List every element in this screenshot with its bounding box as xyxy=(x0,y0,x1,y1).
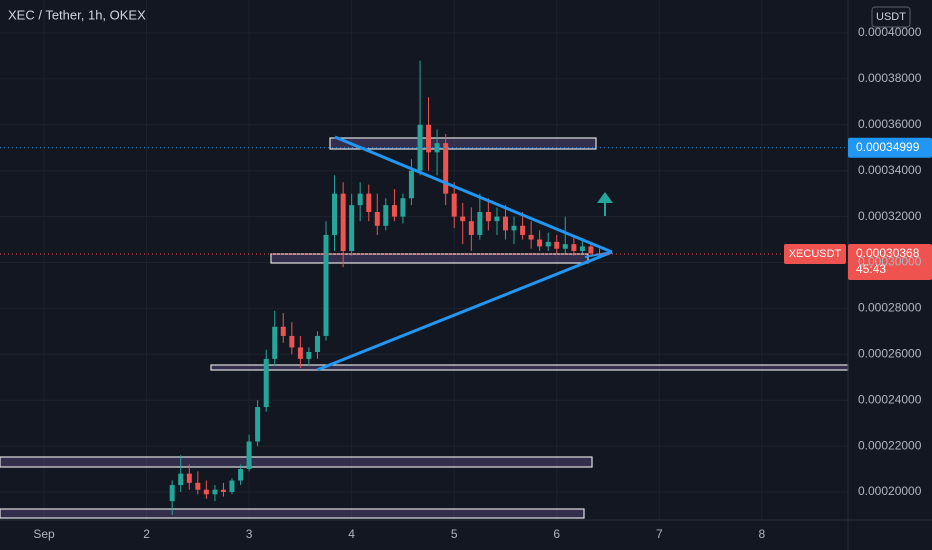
y-tick-label: 0.00030000 xyxy=(858,255,922,269)
candle-body xyxy=(297,347,303,359)
candle-body xyxy=(366,193,372,213)
candle-body xyxy=(255,407,261,442)
candle-body xyxy=(460,216,466,222)
y-tick-label: 0.00040000 xyxy=(858,25,922,39)
x-tick-label: Sep xyxy=(33,527,55,541)
candle-body xyxy=(588,246,594,254)
chart-title: XEC / Tether, 1h, OKEX xyxy=(8,7,146,22)
y-tick-label: 0.00022000 xyxy=(858,438,922,452)
candle-body xyxy=(520,225,526,235)
candle-body xyxy=(280,326,286,336)
candle-body xyxy=(443,143,449,194)
candle-body xyxy=(511,225,517,231)
candle-body xyxy=(306,352,312,359)
candle-body xyxy=(195,482,201,490)
candle-body xyxy=(238,469,244,481)
candle-body xyxy=(229,480,235,493)
y-tick-label: 0.00026000 xyxy=(858,346,922,360)
price-label: 0.00034999 xyxy=(856,140,920,154)
candle-body xyxy=(408,170,414,199)
trend-line xyxy=(584,251,613,258)
candle-body xyxy=(332,193,338,235)
candle-body xyxy=(220,489,226,493)
y-tick-label: 0.00038000 xyxy=(858,71,922,85)
candle-body xyxy=(186,473,192,483)
y-tick-label: 0.00032000 xyxy=(858,209,922,223)
zone xyxy=(329,137,597,150)
candle-body xyxy=(349,205,355,252)
grid xyxy=(0,0,848,520)
candle-body xyxy=(383,205,389,226)
candle-body xyxy=(468,221,474,235)
candle-body xyxy=(315,335,321,353)
candle-body xyxy=(323,234,329,336)
up-arrow xyxy=(597,192,613,216)
candle-body xyxy=(374,212,380,226)
candle-body xyxy=(477,212,483,235)
candle-body xyxy=(340,193,346,252)
symbol-label-bg xyxy=(784,244,846,265)
candle-body xyxy=(451,193,457,217)
trend-line xyxy=(316,250,613,372)
symbol-label: XECUSDT xyxy=(789,248,842,260)
zone xyxy=(270,253,589,264)
candle-body xyxy=(494,216,500,222)
x-tick-label: 4 xyxy=(348,527,355,541)
candle-body xyxy=(246,441,252,470)
candle-body xyxy=(579,246,585,252)
last-price-bg xyxy=(848,244,932,281)
candle-body xyxy=(537,239,543,247)
y-tick-label: 0.00036000 xyxy=(858,117,922,131)
candle-body xyxy=(426,124,432,153)
candle-body xyxy=(263,358,269,408)
y-tick-label: 0.00034000 xyxy=(858,163,922,177)
candle-body xyxy=(212,489,218,495)
candle-body xyxy=(485,212,491,222)
candle-body xyxy=(178,473,184,486)
price-label-bg xyxy=(848,137,932,158)
x-tick-label: 8 xyxy=(759,527,766,541)
candle-body xyxy=(169,485,175,502)
x-tick-label: 5 xyxy=(451,527,458,541)
candles xyxy=(169,60,603,515)
x-tick-label: 3 xyxy=(246,527,253,541)
candle-body xyxy=(391,205,397,217)
y-tick-label: 0.00020000 xyxy=(858,484,922,498)
candle-body xyxy=(571,244,577,252)
candle-body xyxy=(272,326,278,359)
candle-body xyxy=(400,198,406,217)
zone xyxy=(210,364,849,371)
last-price-label: 0.00030368 xyxy=(856,246,920,260)
candle-body xyxy=(554,241,560,249)
y-tick-label: 0.00028000 xyxy=(858,301,922,315)
y-tick-label: 0.00024000 xyxy=(858,392,922,406)
trend-line xyxy=(334,135,613,254)
overlay: 0.00034999 XECUSDT 0.00030368 45:43 xyxy=(0,137,932,281)
zone xyxy=(0,456,593,468)
candle-body xyxy=(357,193,363,206)
zone xyxy=(0,508,585,519)
x-tick-label: 7 xyxy=(656,527,663,541)
countdown: 45:43 xyxy=(856,262,886,276)
currency-badge[interactable] xyxy=(871,6,911,28)
x-tick-label: 6 xyxy=(553,527,560,541)
candle-body xyxy=(562,244,568,249)
currency: USDT xyxy=(876,11,906,23)
candle-body xyxy=(528,234,534,240)
candle-body xyxy=(289,335,295,348)
candle-body xyxy=(203,489,209,495)
x-tick-label: 2 xyxy=(143,527,150,541)
candle-body xyxy=(502,216,508,231)
candle-body xyxy=(434,143,440,153)
candle-body xyxy=(545,241,551,247)
